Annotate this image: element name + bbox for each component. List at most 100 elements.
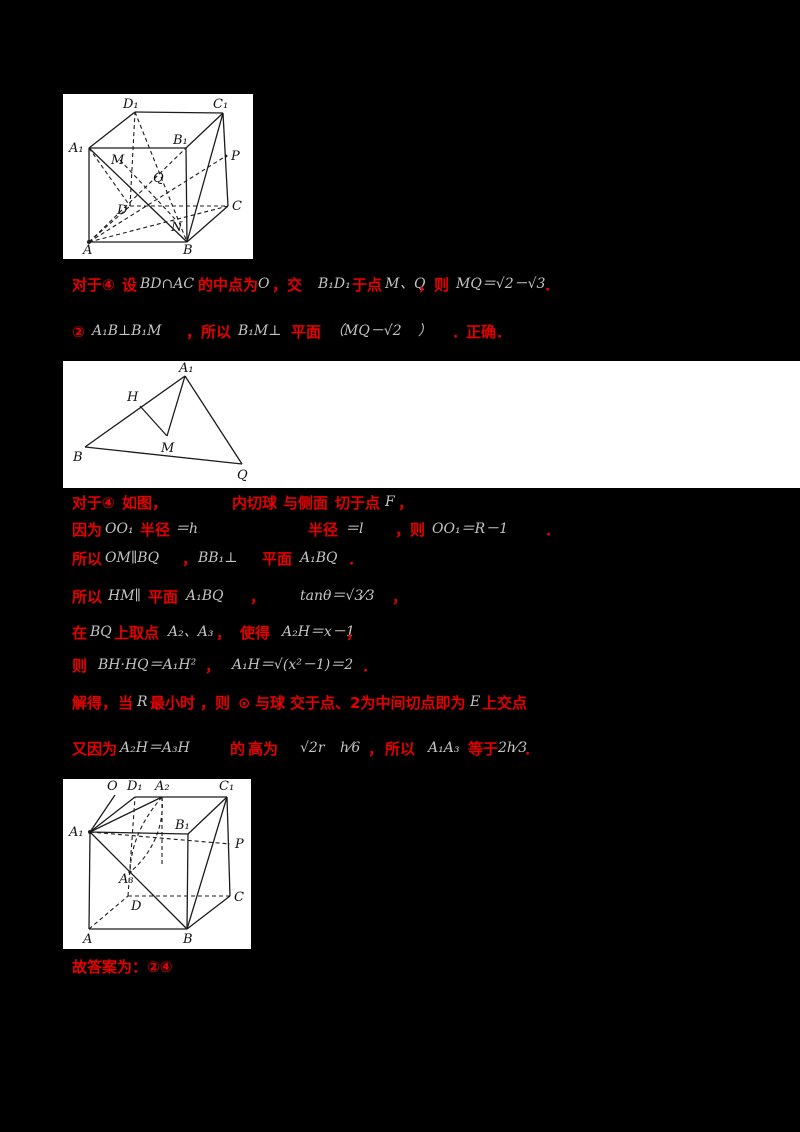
text-fragment: 高为 (248, 740, 279, 758)
text-fragment: A₁BQ (300, 550, 338, 566)
fig3-label-O: O (107, 779, 118, 794)
text-fragment: 上交点 (482, 694, 528, 712)
text-fragment: 平面 (262, 550, 293, 568)
text-fragment: 2h⁄3 (498, 740, 528, 756)
fig2-label-A1: A₁ (178, 361, 194, 376)
fig1-label-P: P (230, 149, 240, 164)
text-fragment: ． (452, 323, 468, 341)
text-fragment: HM∥ (108, 588, 142, 604)
text-fragment: B₁D₁ (318, 276, 351, 292)
fig3-label-B1: B₁ (174, 818, 190, 833)
text-fragment: F (385, 494, 395, 510)
cube-1-drawing: A B C D A₁ B₁ C₁ D₁ M N P Q (68, 97, 242, 258)
fig1-label-A1: A₁ (68, 141, 84, 156)
fig1-label-N: N (170, 220, 183, 235)
text-fragment: OO₁＝R－1 (432, 521, 509, 537)
text-fragment: 于点 (352, 276, 383, 294)
text-fragment: R (137, 694, 148, 710)
text-fragment: 正确． (466, 323, 512, 341)
text-fragment: ， (418, 276, 434, 294)
fig2-label-H: H (126, 390, 139, 405)
text-fragment: 交于点、2为中间切点即为 (290, 694, 466, 712)
fig2-label-B: B (72, 450, 83, 465)
fig1-label-M: M (110, 153, 125, 168)
text-fragment: ， (398, 494, 414, 512)
text-fragment: 半径 (140, 521, 171, 539)
fig3-label-A: A (82, 932, 92, 947)
text-fragment: ，交 (272, 276, 303, 294)
text-fragment: ② (72, 323, 85, 341)
text-fragment: 解得， (72, 694, 118, 712)
text-fragment: ， (250, 588, 266, 606)
text-fragment: E (470, 694, 481, 710)
text-fragment: ） (418, 323, 432, 339)
text-fragment: 平面 (148, 588, 179, 606)
fig1-label-C: C (232, 199, 242, 214)
text-fragment: 对于④ (72, 276, 115, 294)
text-fragment: ＝h (175, 521, 199, 537)
text-fragment: M (385, 276, 400, 292)
triangle-drawing: A₁ H M B Q (72, 361, 248, 483)
text-fragment: A₂、A₃ (168, 624, 214, 640)
text-fragment: 的 (230, 740, 246, 758)
text-fragment: h⁄6 (340, 740, 361, 756)
text-fragment: 切于点 (335, 494, 381, 512)
text-fragment: 平面 (291, 323, 322, 341)
text-fragment: 与侧面 (283, 494, 329, 512)
text-fragment: BD∩AC (140, 276, 195, 292)
text-fragment: ⊙ (238, 694, 251, 712)
text-fragment: ． (362, 657, 378, 675)
fig3-label-C1: C₁ (219, 779, 234, 794)
fig1-label-B1: B₁ (172, 133, 188, 148)
text-fragment: ，所以 (186, 323, 232, 341)
fig3-label-D: D (130, 899, 142, 914)
text-fragment: 如图， (122, 494, 168, 512)
text-fragment: 半径 (308, 521, 339, 539)
text-fragment: ． (545, 521, 561, 539)
text-fragment: OM∥BQ (105, 550, 160, 566)
text-fragment: A₁A₃ (428, 740, 460, 756)
text-fragment: 又因为 (72, 740, 118, 758)
text-fragment: A₁H＝√(x²－1)＝2 (232, 657, 354, 673)
text-fragment: 对于④ (72, 494, 115, 512)
fig1-label-B: B (182, 243, 193, 258)
text-fragment: ， (182, 550, 198, 568)
fig1-label-C1: C₁ (213, 97, 228, 112)
fig1-label-D1: D₁ (122, 97, 139, 112)
text-fragment: 内切球 (232, 494, 278, 512)
text-fragment: 则 (434, 276, 450, 294)
text-fragment: OO₁ (105, 521, 134, 537)
text-fragment: 设 (122, 276, 138, 294)
text-fragment: 所以 (385, 740, 416, 758)
text-fragment: ， (368, 740, 384, 758)
text-fragment: 所以 (72, 550, 103, 568)
text-fragment: ， (216, 624, 232, 642)
text-fragment: ， (346, 624, 362, 642)
fig1-label-A: A (82, 243, 92, 258)
fig3-label-A2: A₂ (154, 779, 170, 794)
text-fragment: 在 (72, 624, 88, 642)
text-fragment: 当 (118, 694, 134, 712)
figure-cube-2: O D₁ A₂ C₁ A₁ B₁ P A₃ D C A B (63, 779, 251, 949)
figure-cube-1: A B C D A₁ B₁ C₁ D₁ M N P Q (63, 94, 253, 259)
fig3-label-A1: A₁ (68, 825, 84, 840)
text-fragment: 等于 (468, 740, 499, 758)
fig1-label-Q: Q (153, 171, 164, 186)
fig3-label-C: C (234, 890, 244, 905)
fig3-label-D1: D₁ (126, 779, 143, 794)
text-fragment: A₁BQ (186, 588, 224, 604)
text-fragment: ，则 (200, 694, 231, 712)
text-fragment: ． (544, 276, 560, 294)
text-fragment: （ (330, 323, 344, 339)
text-fragment: 则 (72, 657, 88, 675)
text-fragment: 故答案为：②④ (72, 958, 173, 976)
text-fragment: B₁M⊥ (238, 323, 282, 339)
text-fragment: 所以 (72, 588, 103, 606)
text-fragment: ． (524, 740, 540, 758)
text-fragment: 与球 (255, 694, 286, 712)
text-fragment: ， (205, 657, 221, 675)
text-fragment: ＝l (345, 521, 364, 537)
text-fragment: 的中点为 (198, 276, 259, 294)
